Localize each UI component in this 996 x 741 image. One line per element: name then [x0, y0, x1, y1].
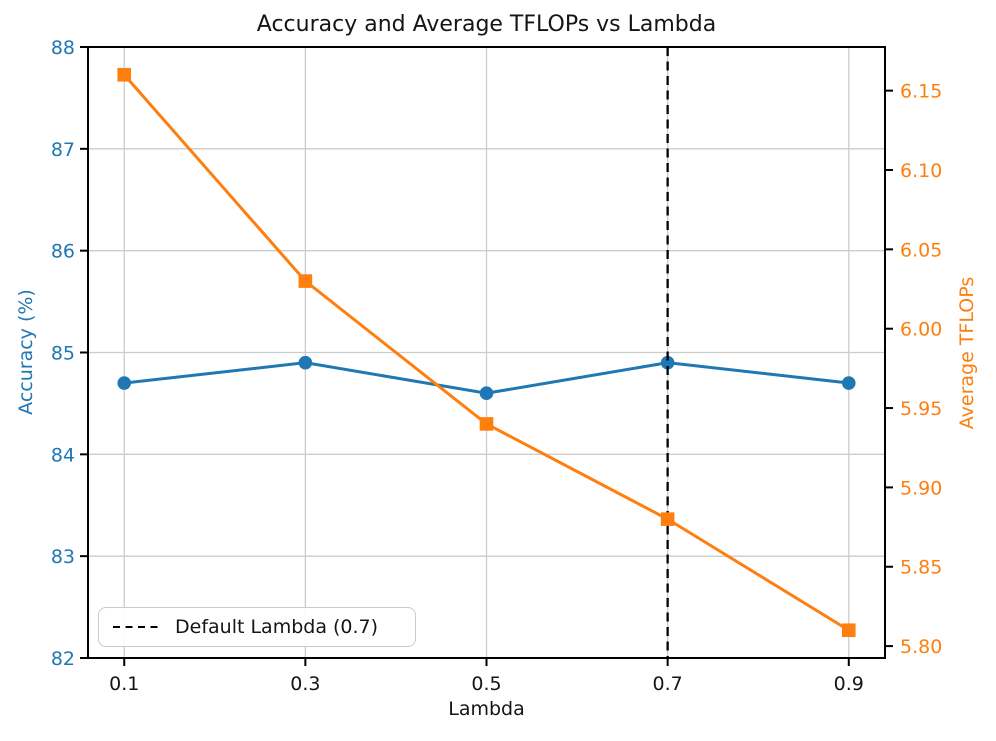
left-y-axis-label: Accuracy (%)	[15, 289, 37, 415]
left-tick-label: 88	[51, 37, 75, 59]
right-y-axis-label: Average TFLOPs	[956, 276, 978, 430]
right-tick-label: 5.95	[900, 398, 942, 420]
tflops-marker	[298, 274, 313, 288]
x-tick-label: 0.7	[653, 673, 683, 695]
x-axis-label: Lambda	[448, 698, 525, 720]
right-tick-label: 6.05	[900, 239, 942, 261]
right-tick-label: 5.90	[900, 477, 942, 499]
legend: Default Lambda (0.7)	[98, 607, 416, 647]
tflops-marker	[479, 417, 494, 431]
tflops-marker	[841, 623, 856, 638]
accuracy-marker	[660, 355, 675, 370]
x-tick-label: 0.1	[109, 673, 139, 695]
tflops-marker	[660, 512, 675, 526]
legend-label: Default Lambda (0.7)	[175, 616, 379, 638]
right-tick-label: 5.85	[900, 557, 942, 579]
accuracy-marker	[479, 386, 494, 401]
left-tick-label: 86	[51, 241, 75, 263]
right-tick-label: 5.80	[900, 636, 942, 658]
left-tick-label: 85	[51, 343, 75, 365]
left-tick-label: 82	[51, 648, 75, 670]
x-tick-label: 0.5	[471, 673, 501, 695]
tflops-marker	[117, 67, 132, 82]
x-tick-label: 0.3	[290, 673, 320, 695]
right-tick-label: 6.00	[900, 319, 942, 341]
accuracy-marker	[841, 376, 856, 390]
chart-title: Accuracy and Average TFLOPs vs Lambda	[256, 12, 717, 37]
x-tick-label: 0.9	[834, 673, 864, 695]
right-tick-label: 6.15	[900, 81, 942, 103]
left-tick-label: 87	[51, 139, 75, 161]
accuracy-marker	[298, 355, 313, 370]
left-tick-label: 83	[51, 546, 75, 568]
accuracy-marker	[117, 376, 132, 390]
left-tick-label: 84	[51, 444, 75, 466]
right-tick-label: 6.10	[900, 160, 942, 182]
dashed-line-sample-icon	[113, 625, 160, 629]
